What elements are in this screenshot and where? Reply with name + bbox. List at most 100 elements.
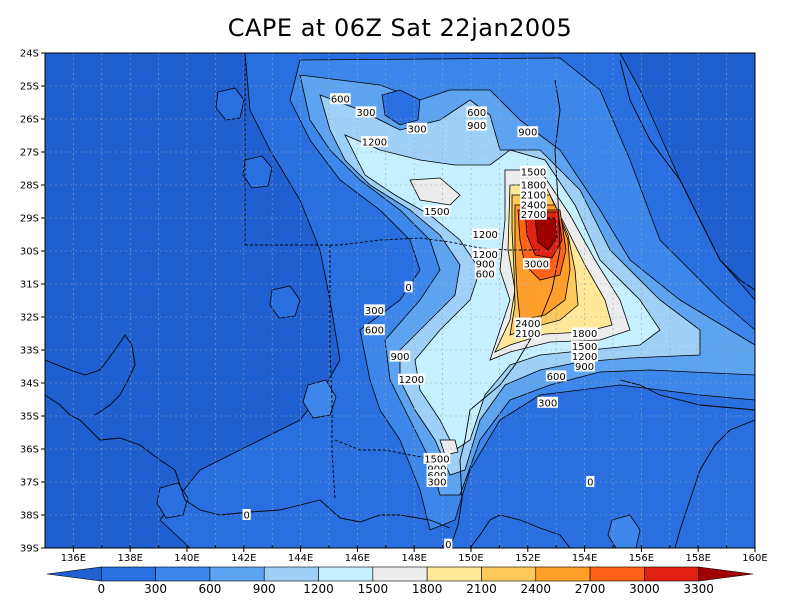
contour-label: 2100 bbox=[514, 327, 542, 340]
contour-label: 1200 bbox=[397, 373, 425, 386]
contour-label: 1200 bbox=[571, 350, 598, 363]
contour-label: 600 bbox=[364, 324, 385, 337]
contour-label: 900 bbox=[389, 350, 411, 363]
cell-a bbox=[215, 87, 245, 121]
contour-label-text: 300 bbox=[538, 398, 557, 409]
contour-label-text: 1200 bbox=[472, 250, 497, 261]
contour-label-bg bbox=[545, 370, 567, 382]
gulf-coast bbox=[45, 334, 136, 416]
lat-tick-label: 31S bbox=[20, 280, 39, 291]
contour-label-bg bbox=[514, 317, 542, 329]
contour-label-bg bbox=[355, 106, 377, 118]
contour-label-text: 1500 bbox=[424, 207, 449, 218]
cell-c bbox=[269, 285, 301, 319]
lon-tick-label: 136E bbox=[61, 553, 86, 564]
tasmania bbox=[469, 514, 571, 548]
colorbar-swatch bbox=[155, 566, 211, 582]
lord-howe bbox=[619, 379, 755, 411]
contour-label-text: 900 bbox=[476, 260, 495, 271]
contour-label-bg bbox=[404, 281, 413, 293]
lon-tick-label: 138E bbox=[117, 553, 142, 564]
contour-label: 900 bbox=[517, 126, 539, 139]
colorbar-swatch bbox=[589, 566, 645, 582]
colorbar-swatch bbox=[101, 566, 156, 582]
contour-label-text: 1500 bbox=[521, 167, 546, 178]
contour-label-text: 0 bbox=[445, 540, 451, 551]
contour-label-bg bbox=[571, 327, 598, 339]
lat-tick-label: 32S bbox=[20, 313, 39, 324]
contour-label-bg bbox=[423, 205, 451, 217]
contour-label-text: 300 bbox=[365, 306, 384, 317]
contour-label: 900 bbox=[574, 360, 595, 373]
contour-label-text: 1800 bbox=[521, 181, 546, 192]
colorbar-swatch bbox=[372, 566, 428, 582]
contour-label: 2400 bbox=[514, 317, 542, 330]
colorbar-swatch bbox=[481, 566, 537, 582]
contour-label-text: 1800 bbox=[572, 329, 597, 340]
contour-label-text: 1500 bbox=[572, 342, 597, 353]
colorbar-label: 2100 bbox=[466, 582, 497, 596]
contour-label-text: 300 bbox=[356, 108, 375, 119]
contour-label: 1800 bbox=[520, 179, 547, 192]
contour-label-bg bbox=[423, 452, 451, 464]
lat-tick-label: 38S bbox=[20, 511, 39, 522]
contour-label-text: 300 bbox=[427, 478, 446, 489]
lon-tick-label: 156E bbox=[629, 553, 654, 564]
contour-label-bg bbox=[466, 106, 487, 118]
colorbar: 0 300 600 900 1200 1500 1800 2100 2400 2700 3000 33… bbox=[46, 566, 754, 596]
contour-label-text: 1200 bbox=[362, 138, 387, 149]
contour-label-text: 0 bbox=[587, 478, 593, 489]
contour-label: 1500 bbox=[520, 165, 547, 178]
contour-label-text: 900 bbox=[518, 128, 537, 139]
contour-label: 900 bbox=[466, 119, 487, 132]
cell-b bbox=[242, 155, 273, 189]
lat-tick-label: 34S bbox=[20, 379, 39, 390]
contour-label-text: 3000 bbox=[524, 260, 549, 271]
contour-label: 0 bbox=[242, 509, 251, 522]
lon-tick-label: 146E bbox=[345, 553, 370, 564]
contour-label-bg bbox=[537, 396, 558, 408]
border-sa bbox=[329, 245, 336, 501]
lon-tick-label: 160E bbox=[742, 553, 767, 564]
contour-label: 300 bbox=[406, 122, 428, 135]
lon-tick-label: 140E bbox=[174, 553, 199, 564]
colorbar-label: 0 bbox=[97, 582, 105, 596]
colorbar-swatch bbox=[263, 566, 319, 582]
contour-label: 900 bbox=[474, 258, 496, 271]
contour-label-bg bbox=[520, 208, 547, 220]
contour-label-text: 600 bbox=[547, 372, 566, 383]
contour-label-bg bbox=[426, 462, 448, 474]
lat-tick-label: 26S bbox=[20, 115, 39, 126]
colorbar-label: 1500 bbox=[358, 582, 389, 596]
cell-d bbox=[302, 379, 337, 419]
contour-label-bg bbox=[444, 538, 453, 550]
lat-tick-label: 37S bbox=[20, 478, 39, 489]
contour-label-bg bbox=[474, 268, 496, 280]
colorbar-label: 3000 bbox=[629, 582, 660, 596]
colorbar-swatch bbox=[644, 566, 699, 582]
contour-label: 0 bbox=[444, 538, 453, 551]
south-coast bbox=[45, 394, 451, 529]
contour-label-text: 600 bbox=[331, 95, 350, 106]
contour-label-bg bbox=[520, 179, 547, 190]
lon-tick-label: 154E bbox=[572, 553, 597, 564]
contour-label-text: 2700 bbox=[521, 210, 546, 221]
contour-label-bg bbox=[520, 188, 547, 200]
contour-label: 600 bbox=[545, 370, 567, 383]
contour-label-text: 1200 bbox=[472, 230, 497, 241]
lon-tick-label: 150E bbox=[458, 553, 483, 564]
contour-label: 1500 bbox=[423, 205, 451, 218]
contour-label-bg bbox=[514, 327, 542, 339]
colorbar-label: 1800 bbox=[412, 582, 443, 596]
contour-label: 1200 bbox=[471, 248, 499, 261]
contour-label: 300 bbox=[355, 106, 377, 119]
colorbar-label: 600 bbox=[198, 582, 221, 596]
lon-tick-label: 158E bbox=[685, 553, 710, 564]
longitude-axis: 136E 138E 140E 142E 144E 146E 148E 150E 152E 154E… bbox=[44, 545, 768, 564]
contour-label-text: 300 bbox=[407, 124, 426, 135]
lat-tick-label: 33S bbox=[20, 346, 39, 357]
contour-label: 300 bbox=[364, 304, 385, 317]
cell-e bbox=[156, 482, 189, 519]
